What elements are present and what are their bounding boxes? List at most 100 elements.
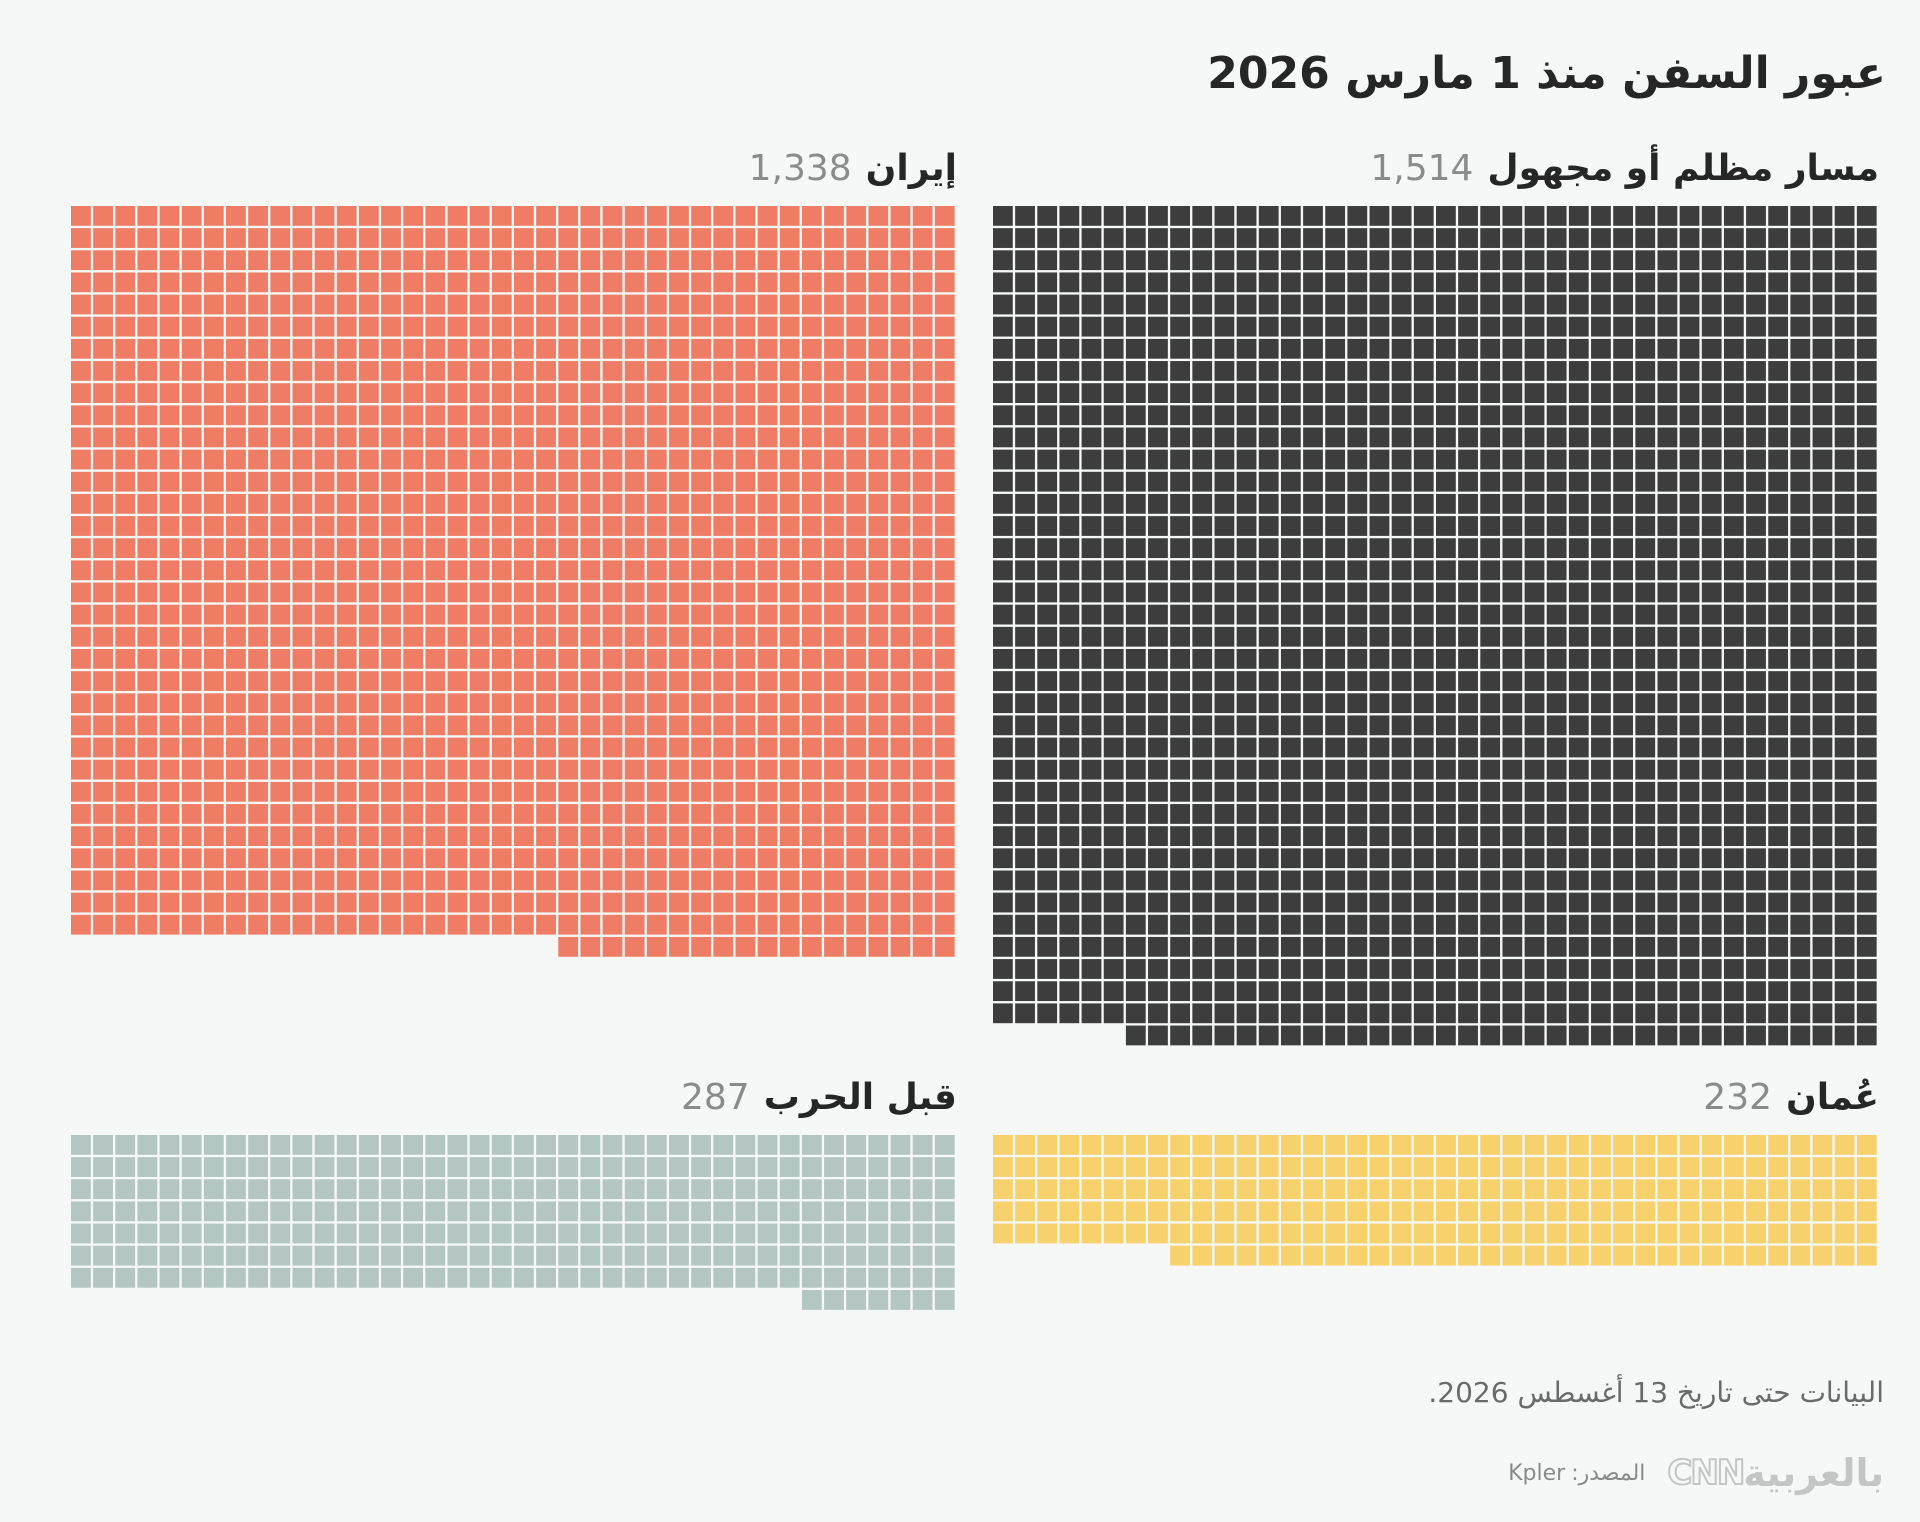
waffle-square xyxy=(203,604,224,625)
waffle-square xyxy=(1303,1201,1323,1222)
waffle-square xyxy=(1458,493,1478,514)
waffle-square xyxy=(1657,272,1678,293)
waffle-square xyxy=(669,538,689,559)
waffle-square xyxy=(425,1245,446,1266)
waffle-square xyxy=(1081,338,1102,359)
waffle-square xyxy=(181,870,202,891)
waffle-square xyxy=(1790,870,1811,891)
waffle-square xyxy=(1502,604,1523,625)
waffle-square xyxy=(1347,781,1368,802)
waffle-square xyxy=(1502,1157,1523,1177)
waffle-square xyxy=(1436,892,1456,913)
waffle-square xyxy=(779,449,800,470)
waffle-square xyxy=(1856,604,1877,625)
waffle-square xyxy=(1834,848,1855,869)
waffle-square xyxy=(1480,272,1501,293)
waffle-square xyxy=(801,560,822,581)
waffle-square xyxy=(1723,892,1744,913)
waffle-square xyxy=(425,250,446,271)
waffle-square xyxy=(1280,870,1301,891)
waffle-square xyxy=(1192,848,1213,869)
waffle-square xyxy=(1723,604,1744,625)
waffle-square xyxy=(1214,383,1235,403)
waffle-square xyxy=(669,781,689,802)
waffle-square xyxy=(912,449,933,470)
waffle-square xyxy=(514,892,534,913)
waffle-square xyxy=(1502,671,1523,691)
waffle-square xyxy=(1037,870,1058,891)
waffle-square xyxy=(1125,582,1146,603)
waffle-square xyxy=(602,1135,623,1155)
waffle-grid-dark-route xyxy=(993,206,1877,1046)
waffle-square xyxy=(403,1157,424,1177)
waffle-square xyxy=(1790,1003,1811,1024)
waffle-square xyxy=(115,582,136,603)
waffle-square xyxy=(868,892,889,913)
waffle-square xyxy=(1081,914,1102,935)
waffle-square xyxy=(159,1179,180,1200)
waffle-square xyxy=(1436,626,1456,647)
waffle-square xyxy=(1280,1135,1301,1155)
waffle-square xyxy=(381,715,401,736)
waffle-square xyxy=(1258,516,1279,536)
waffle-square xyxy=(203,516,224,536)
waffle-square xyxy=(868,294,889,315)
waffle-square xyxy=(934,1267,955,1288)
waffle-square xyxy=(181,737,202,758)
waffle-square xyxy=(1856,671,1877,691)
waffle-square xyxy=(1524,361,1545,381)
waffle-square xyxy=(1723,671,1744,691)
waffle-square xyxy=(1524,981,1545,1002)
waffle-square xyxy=(779,693,800,714)
waffle-square xyxy=(779,1157,800,1177)
waffle-square xyxy=(1679,516,1700,536)
waffle-square xyxy=(1413,206,1434,226)
waffle-square xyxy=(713,471,734,492)
waffle-square xyxy=(1856,626,1877,647)
waffle-square xyxy=(934,272,955,293)
waffle-square xyxy=(624,383,645,403)
waffle-square xyxy=(1657,338,1678,359)
waffle-square xyxy=(1369,272,1390,293)
waffle-square xyxy=(536,538,556,559)
waffle-square xyxy=(691,560,711,581)
waffle-square xyxy=(1081,737,1102,758)
waffle-square xyxy=(1015,604,1035,625)
waffle-square xyxy=(1524,914,1545,935)
waffle-square xyxy=(270,892,291,913)
waffle-square xyxy=(735,693,756,714)
waffle-square xyxy=(1258,848,1279,869)
waffle-square xyxy=(1059,959,1080,979)
waffle-square xyxy=(1458,781,1478,802)
waffle-square xyxy=(137,272,158,293)
waffle-square xyxy=(1723,383,1744,403)
waffle-square xyxy=(846,1179,867,1200)
waffle-square xyxy=(1170,405,1190,426)
waffle-square xyxy=(691,626,711,647)
waffle-square xyxy=(514,316,534,337)
waffle-square xyxy=(624,914,645,935)
waffle-square xyxy=(1103,383,1124,403)
waffle-square xyxy=(1480,870,1501,891)
waffle-square xyxy=(1746,870,1766,891)
waffle-square xyxy=(801,272,822,293)
waffle-square xyxy=(1635,206,1656,226)
waffle-square xyxy=(691,1157,711,1177)
waffle-square xyxy=(469,826,490,846)
waffle-square xyxy=(1834,1223,1855,1244)
waffle-square xyxy=(602,405,623,426)
waffle-square xyxy=(1524,1025,1545,1046)
waffle-square xyxy=(514,338,534,359)
waffle-square xyxy=(846,427,867,448)
waffle-square xyxy=(1834,870,1855,891)
waffle-square xyxy=(890,826,911,846)
waffle-square xyxy=(801,405,822,426)
waffle-square xyxy=(713,383,734,403)
waffle-square xyxy=(203,383,224,403)
waffle-square xyxy=(1657,737,1678,758)
waffle-square xyxy=(1856,538,1877,559)
waffle-square xyxy=(757,1267,778,1288)
waffle-square xyxy=(1856,560,1877,581)
waffle-square xyxy=(1701,294,1722,315)
waffle-square xyxy=(1236,759,1257,780)
